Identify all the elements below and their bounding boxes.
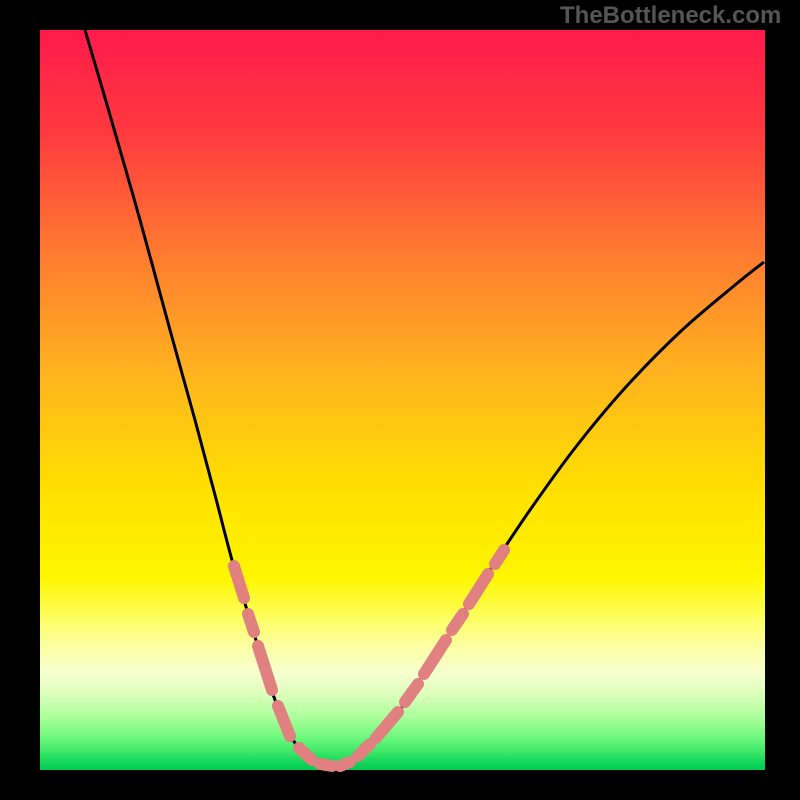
watermark-text: TheBottleneck.com bbox=[560, 2, 781, 30]
chart-stage: TheBottleneck.com bbox=[0, 0, 800, 800]
gradient-background-panel bbox=[40, 30, 765, 770]
